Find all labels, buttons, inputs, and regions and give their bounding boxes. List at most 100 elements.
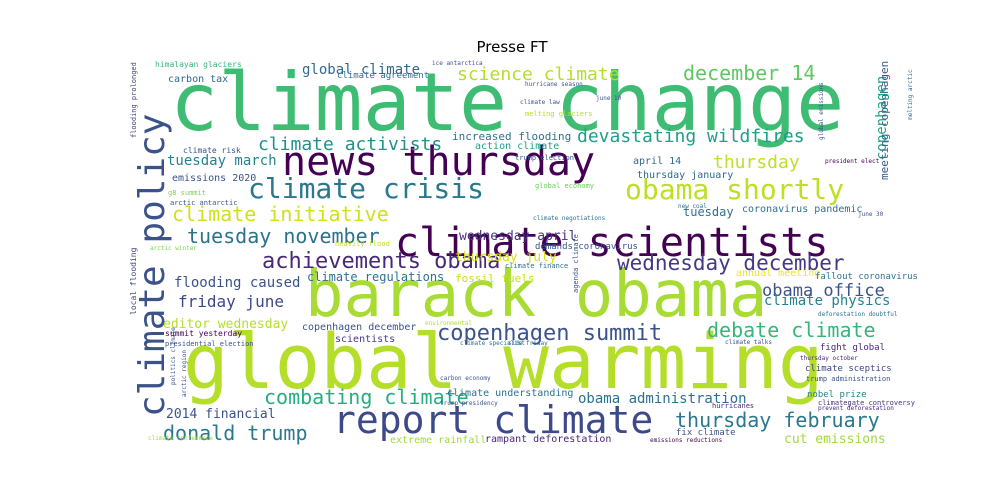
word-item: december 14 <box>683 61 815 85</box>
word-item: ice antarctica <box>432 60 483 67</box>
word-item: donald trump <box>163 421 308 445</box>
word-item: agenda climate <box>572 234 580 293</box>
word-item: increased flooding <box>452 130 571 143</box>
word-item: scientists <box>335 334 395 345</box>
word-item: carbon tax <box>168 74 228 85</box>
word-item: climate regulations <box>307 270 444 284</box>
word-item: demands coronavirus <box>535 242 638 252</box>
word-item: copenhagen <box>874 76 890 160</box>
word-item: himalayan glaciers <box>155 60 242 69</box>
word-item: climate risk <box>183 146 241 155</box>
word-item: fossil fuels <box>455 272 534 285</box>
word-item: melting arctic <box>907 69 914 120</box>
word-item: climate crisis <box>248 172 484 205</box>
word-item: devastating wildfires <box>577 126 805 147</box>
word-item: climate finance <box>505 262 568 270</box>
word-item: emissions 2020 <box>172 173 256 184</box>
word-item: combating climate <box>264 385 469 409</box>
word-item: new coal <box>678 203 707 210</box>
word-item: climate conference <box>148 435 213 442</box>
word-item: presidential election <box>165 340 254 348</box>
word-item: wednesday december <box>617 251 845 275</box>
word-item: thursday january <box>637 170 733 181</box>
word-item: flooding caused <box>174 275 300 291</box>
word-item: barack obama <box>305 258 767 332</box>
word-item: action climate <box>475 141 559 152</box>
word-item: meeting copenhagen <box>878 61 891 180</box>
word-item: climate sceptics <box>805 364 892 374</box>
word-item: trump administration <box>806 375 890 383</box>
word-item: trump presidency <box>440 400 498 407</box>
word-item: fix climate <box>676 428 736 438</box>
chart-title: Presse FT <box>476 38 548 56</box>
word-item: climate initiative <box>172 202 389 226</box>
word-item: g8 summit <box>168 189 206 197</box>
word-item: climategate controversy <box>818 399 915 407</box>
word-item: tuesday march <box>167 153 277 169</box>
word-item: science climate <box>457 64 620 85</box>
word-item: coronavirus pandemic <box>742 204 862 215</box>
word-item: friday june <box>178 292 284 311</box>
word-item: hurricanes <box>712 402 754 410</box>
word-item: annual meeting <box>736 268 820 279</box>
word-item: arctic winter <box>150 245 197 252</box>
word-item: climate law <box>520 99 560 106</box>
word-item: thursday october <box>800 355 858 362</box>
word-item: news thursday <box>282 139 595 185</box>
word-item: obama office <box>762 281 885 301</box>
word-item: global emissions <box>818 82 825 140</box>
word-item: cut emissions <box>784 432 886 447</box>
word-item: obama shortly <box>625 173 844 206</box>
word-item: obama administration <box>578 391 747 407</box>
word-item: environmental <box>425 320 472 327</box>
word-item: hurricane season <box>525 81 583 88</box>
word-item: arctic region <box>181 350 188 397</box>
word-item: copenhagen december <box>302 322 416 333</box>
word-item: thursday <box>713 152 800 173</box>
word-item: melting glaciers <box>525 110 592 118</box>
word-item: climate change <box>170 56 844 149</box>
word-item: june 30 <box>858 211 884 218</box>
word-item: climate scientists <box>395 220 828 266</box>
word-item: rampant deforestation <box>485 434 611 445</box>
word-item: climate negotiations <box>533 215 606 222</box>
word-item: climate specialist <box>460 340 525 347</box>
word-item: 2014 financial <box>166 407 276 422</box>
word-item: climate physics <box>764 293 890 309</box>
word-item: climate talks <box>725 339 772 346</box>
word-item: nobel prize <box>807 390 867 400</box>
word-item: debate climate <box>707 318 876 342</box>
word-item: summit yesterday <box>165 329 242 338</box>
word-item: thursday july <box>455 250 557 265</box>
word-item: fight global <box>820 343 885 353</box>
word-item: deforestation doubtful <box>818 311 898 318</box>
word-item: local flooding <box>129 247 138 315</box>
word-item: emissions reductions <box>650 437 723 444</box>
word-item: trump election <box>515 154 574 162</box>
word-item: achievements obama <box>262 249 500 274</box>
word-item: wednesday april <box>459 229 576 244</box>
word-item: global warming <box>183 317 824 406</box>
word-item: climate activists <box>258 134 442 155</box>
word-item: carbon economy <box>440 375 491 382</box>
word-item: editor wednesday <box>163 317 288 332</box>
word-item: global economy <box>535 182 594 190</box>
word-item: april 14 <box>633 156 681 167</box>
word-item: global climate <box>302 62 420 78</box>
word-item: politics climate <box>170 327 177 385</box>
word-item: heavily flood <box>335 240 390 248</box>
word-item: tuesday november <box>187 224 380 248</box>
word-item: climate understanding <box>447 388 573 399</box>
word-item: prevent deforestation <box>818 405 894 412</box>
word-item: thursday february <box>675 408 880 432</box>
word-item: president elect <box>825 158 880 165</box>
word-item: climate agreement <box>337 71 429 81</box>
word-item: report climate <box>333 398 653 442</box>
word-item: climate policy <box>132 114 173 417</box>
word-item: side friday <box>508 340 548 347</box>
word-item: flooding prolonged <box>130 62 138 138</box>
word-item: arctic antarctic <box>170 199 237 207</box>
